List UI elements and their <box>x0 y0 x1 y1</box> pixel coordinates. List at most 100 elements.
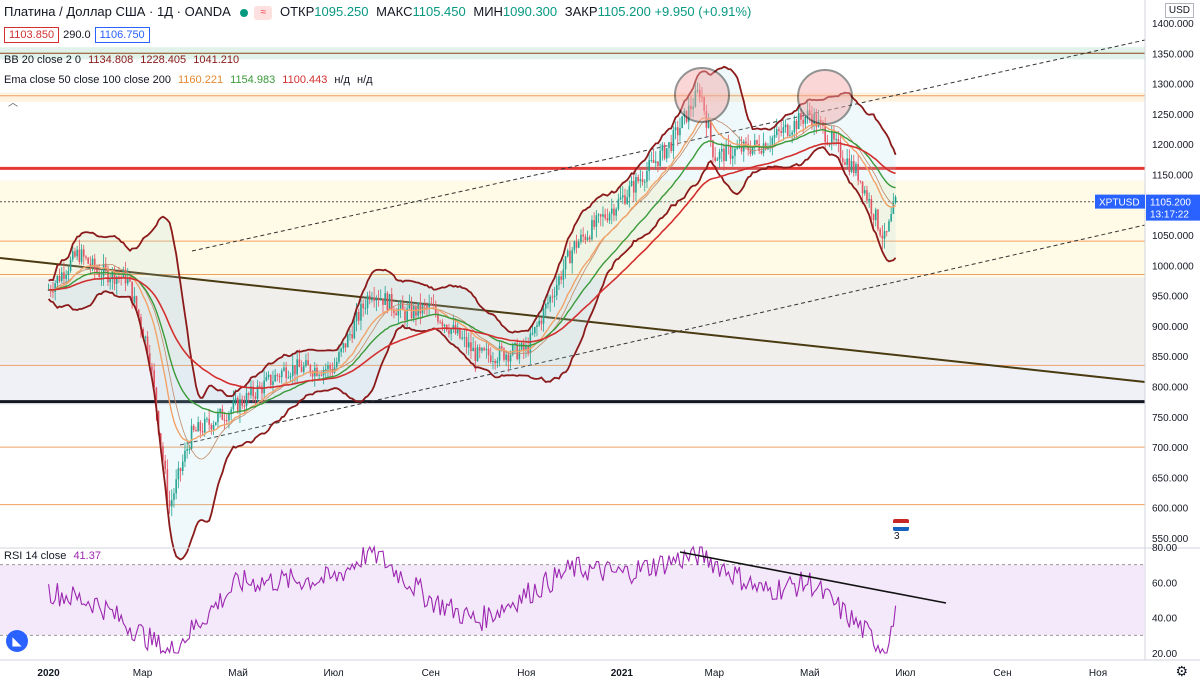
candle-body <box>390 294 393 310</box>
candle-body <box>206 418 208 420</box>
candle-body <box>885 231 888 233</box>
settings-gear-icon[interactable]: ⚙ <box>1175 663 1188 679</box>
candle-body <box>635 176 637 193</box>
candle-body <box>135 296 138 310</box>
candle-body <box>560 276 562 280</box>
collapse-legend-icon[interactable]: ︿ <box>8 98 18 109</box>
candle-body <box>283 367 285 371</box>
candle-body <box>793 120 796 133</box>
candle-body <box>696 90 699 92</box>
candle-body <box>608 213 611 221</box>
alert-icon[interactable]: ≈ <box>254 5 273 20</box>
candle-body <box>804 117 807 124</box>
candle-body <box>729 146 732 159</box>
rsi-legend[interactable]: RSI 14 close 41.37 <box>4 550 101 562</box>
candle-body <box>681 116 683 128</box>
buy-button[interactable]: 1106.750 <box>94 27 150 43</box>
candles-group <box>47 80 897 517</box>
resistance-zone <box>0 92 1145 102</box>
candle-body <box>712 140 714 158</box>
candle-body <box>606 218 609 221</box>
bb-legend[interactable]: BB 20 close 2 0 1134.808 1228.405 1041.2… <box>4 54 239 66</box>
candle-body <box>364 307 367 309</box>
y-tick-label: 700.000 <box>1152 443 1189 454</box>
candle-body <box>456 328 459 334</box>
candle-body <box>234 398 237 401</box>
currency-button[interactable]: USD <box>1164 3 1194 18</box>
candle-body <box>250 386 252 396</box>
candle-body <box>98 272 100 277</box>
candle-body <box>69 259 72 272</box>
candle-body <box>584 236 587 240</box>
candle-body <box>168 500 171 507</box>
y-tick-label: 800.000 <box>1152 383 1189 394</box>
candle-body <box>855 163 857 174</box>
candle-body <box>258 385 261 387</box>
ema100-value: 1154.983 <box>230 74 276 86</box>
candle-body <box>375 297 378 301</box>
tradingview-logo-icon[interactable]: ◣ <box>6 630 28 652</box>
symbol-title[interactable]: Платина / Доллар США · 1Д · OANDA <box>4 4 231 19</box>
rsi-y-tick-label: 40.00 <box>1152 614 1177 625</box>
candle-body <box>219 408 221 414</box>
price-axis: 1400.000 1350.000 1300.000 1250.000 1200.000… <box>1095 0 1200 684</box>
candle-body <box>236 398 239 413</box>
candle-body <box>863 190 866 194</box>
candle-body <box>67 271 70 275</box>
candle-body <box>868 198 870 201</box>
candle-body <box>93 258 96 270</box>
y-tick-label: 1400.000 <box>1152 19 1194 30</box>
candle-body <box>461 337 463 339</box>
x-tick-label: Мар <box>133 668 153 679</box>
candle-body <box>137 309 140 318</box>
candle-body <box>562 269 565 280</box>
x-tick-label: Май <box>800 668 820 679</box>
candle-body <box>261 386 263 394</box>
ema100-line <box>48 128 896 415</box>
candle-body <box>115 276 118 284</box>
candle-body <box>91 258 94 267</box>
candle-body <box>672 130 675 152</box>
candle-body <box>320 374 323 376</box>
candle-body <box>553 295 556 297</box>
ema50-line <box>48 117 896 443</box>
axis-background <box>1145 0 1200 684</box>
bollinger-basis-line <box>48 117 896 460</box>
candle-body <box>210 424 213 430</box>
candle-body <box>173 493 175 500</box>
candle-body <box>333 367 336 373</box>
candle-body <box>753 140 756 148</box>
candle-body <box>881 235 884 239</box>
candle-body <box>166 469 169 501</box>
candle-body <box>701 96 703 98</box>
bollinger-lower-line <box>47 146 897 561</box>
candle-body <box>459 328 461 339</box>
candle-body <box>529 333 532 354</box>
candle-body <box>386 293 389 311</box>
candle-body <box>597 214 600 216</box>
candle-body <box>630 180 633 186</box>
y-tick-label: 1300.000 <box>1152 80 1194 91</box>
ema-legend[interactable]: Ema close 50 close 100 close 200 1160.22… <box>4 74 373 86</box>
candle-body <box>256 385 259 399</box>
candle-body <box>573 241 576 251</box>
candle-body <box>217 413 219 423</box>
candle-body <box>179 468 182 472</box>
candle-body <box>124 269 127 284</box>
economic-event-icon[interactable]: 3 <box>893 519 915 542</box>
candle-body <box>555 285 558 296</box>
spread-value: 290.0 <box>63 29 91 41</box>
channel-lower-line <box>179 224 1146 446</box>
rsi-y-tick-label: 60.00 <box>1152 578 1177 589</box>
sell-button[interactable]: 1103.850 <box>4 27 60 43</box>
candle-body <box>280 370 283 378</box>
candle-body <box>720 148 723 152</box>
bb-label: BB 20 close 2 0 <box>4 54 82 66</box>
candle-body <box>866 190 868 201</box>
candle-body <box>239 399 241 413</box>
candle-body <box>423 304 426 306</box>
candle-body <box>393 309 395 314</box>
y-tick-label: 600.000 <box>1152 504 1189 515</box>
candle-body <box>626 197 628 204</box>
